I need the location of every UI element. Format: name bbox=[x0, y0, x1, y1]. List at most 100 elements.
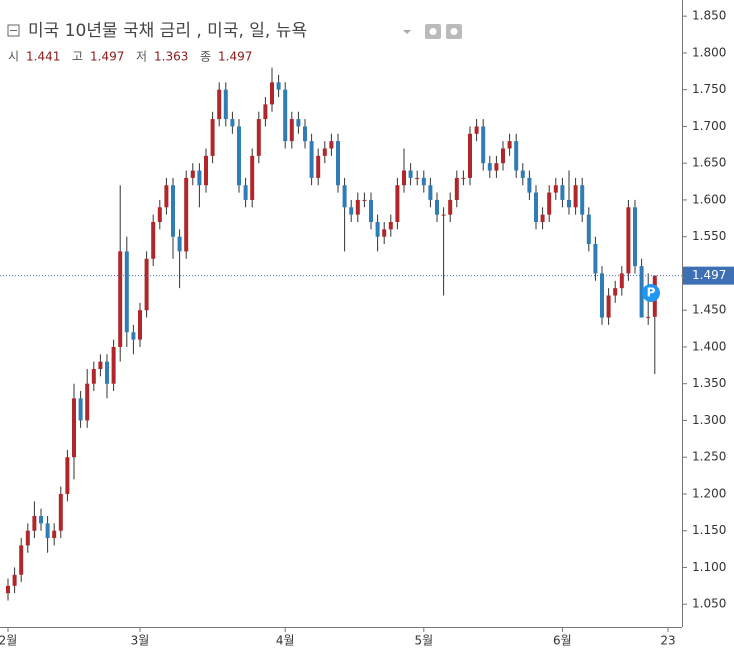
candle-body bbox=[408, 170, 413, 178]
candle-body bbox=[382, 229, 387, 237]
y-tick-label: 1.450 bbox=[692, 303, 726, 317]
candle-body bbox=[421, 177, 426, 186]
candle-body bbox=[606, 295, 611, 318]
candle-body bbox=[263, 104, 268, 120]
candle-body bbox=[118, 251, 123, 347]
candle-body bbox=[501, 148, 505, 164]
y-tick-label: 1.100 bbox=[692, 560, 726, 574]
candle-body bbox=[210, 119, 215, 156]
candle-body bbox=[600, 273, 604, 318]
x-tick-label: 23 bbox=[660, 634, 675, 648]
candle-body bbox=[65, 457, 70, 494]
candle-body bbox=[613, 288, 618, 296]
y-tick-label: 1.800 bbox=[692, 45, 726, 59]
candle-body bbox=[12, 574, 17, 586]
candle-body bbox=[573, 185, 578, 208]
candle-body bbox=[131, 332, 136, 340]
candle-body bbox=[58, 493, 63, 531]
candle-body bbox=[111, 346, 116, 384]
candle-body bbox=[395, 185, 400, 222]
candle-body bbox=[441, 214, 446, 216]
close-value: 1.497 bbox=[218, 50, 252, 64]
candle-body bbox=[177, 236, 182, 252]
last-price-label: 1.497 bbox=[692, 268, 726, 282]
candle-body bbox=[514, 141, 519, 171]
candle-body bbox=[45, 523, 50, 539]
x-tick-label: 3월 bbox=[131, 634, 150, 648]
candle-body bbox=[289, 119, 294, 142]
candle-body bbox=[481, 126, 486, 164]
y-tick-label: 1.650 bbox=[692, 156, 726, 170]
candle-body bbox=[250, 155, 255, 200]
candle-body bbox=[223, 89, 228, 120]
candle-body bbox=[593, 244, 598, 274]
candle-body bbox=[547, 192, 552, 215]
candle-body bbox=[190, 170, 195, 178]
candle-body bbox=[6, 585, 10, 594]
candle-body bbox=[461, 177, 466, 179]
p-marker bbox=[642, 284, 660, 302]
candle-body bbox=[633, 207, 637, 267]
x-tick-label: 5월 bbox=[414, 634, 433, 648]
collapse-icon[interactable] bbox=[7, 24, 20, 37]
candle-body bbox=[171, 185, 175, 237]
candle-body bbox=[520, 170, 525, 178]
candle-body bbox=[184, 177, 189, 252]
chart-title: 미국 10년물 국채 금리 , 미국, 일, 뉴욕 bbox=[28, 21, 307, 41]
candle-body bbox=[527, 177, 532, 193]
candle-body bbox=[243, 185, 248, 200]
candle-body bbox=[415, 177, 420, 179]
high-value: 1.497 bbox=[90, 50, 124, 64]
last-price-badge bbox=[683, 266, 734, 285]
candle-body bbox=[303, 126, 307, 142]
candle-body bbox=[157, 207, 162, 222]
candle-body bbox=[91, 368, 96, 384]
low-label: 저 bbox=[136, 50, 147, 64]
candle-body bbox=[342, 185, 347, 208]
candle-body bbox=[309, 141, 314, 178]
candle-body bbox=[586, 214, 591, 245]
candle-body bbox=[454, 177, 459, 200]
y-tick-label: 1.050 bbox=[692, 597, 726, 611]
candle-body bbox=[138, 310, 142, 340]
x-tick-label: 6월 bbox=[553, 634, 572, 648]
candle-body bbox=[151, 221, 156, 259]
candle-body bbox=[428, 185, 433, 200]
close-label: 종 bbox=[200, 50, 211, 64]
candle-body bbox=[402, 170, 406, 186]
candle-body bbox=[540, 214, 545, 222]
candle-body bbox=[355, 199, 360, 215]
candle-body bbox=[124, 251, 129, 333]
candle-body bbox=[329, 141, 334, 149]
candle-body bbox=[32, 516, 37, 531]
candle-body bbox=[25, 530, 30, 546]
candle-body bbox=[619, 273, 624, 289]
candle-body bbox=[388, 221, 393, 230]
y-tick-label: 1.350 bbox=[692, 376, 726, 390]
y-tick-label: 1.750 bbox=[692, 82, 726, 96]
candle-body bbox=[369, 199, 373, 222]
candle-body bbox=[283, 89, 288, 142]
candle-body bbox=[534, 192, 538, 222]
p-marker-icon: P bbox=[647, 286, 656, 300]
y-tick-label: 1.250 bbox=[692, 450, 726, 464]
eye-icon-pupil bbox=[429, 28, 437, 35]
candle-body bbox=[39, 516, 43, 524]
candle-body bbox=[336, 141, 340, 186]
candle-body bbox=[468, 133, 472, 178]
open-value: 1.441 bbox=[26, 50, 60, 64]
y-tick-label: 1.400 bbox=[692, 339, 726, 353]
candle-body bbox=[474, 126, 479, 134]
candle-body bbox=[19, 545, 24, 575]
candle-body bbox=[494, 163, 499, 171]
x-tick-label: 4월 bbox=[276, 634, 295, 648]
candle-body bbox=[230, 119, 235, 127]
candle-body bbox=[197, 170, 202, 186]
candle-body bbox=[487, 163, 492, 171]
open-label: 시 bbox=[8, 50, 19, 64]
candle-body bbox=[567, 199, 571, 208]
candle-body bbox=[646, 316, 651, 318]
candle-body bbox=[322, 148, 327, 156]
dropdown-arrow[interactable] bbox=[403, 30, 411, 34]
candle-body bbox=[448, 199, 453, 215]
